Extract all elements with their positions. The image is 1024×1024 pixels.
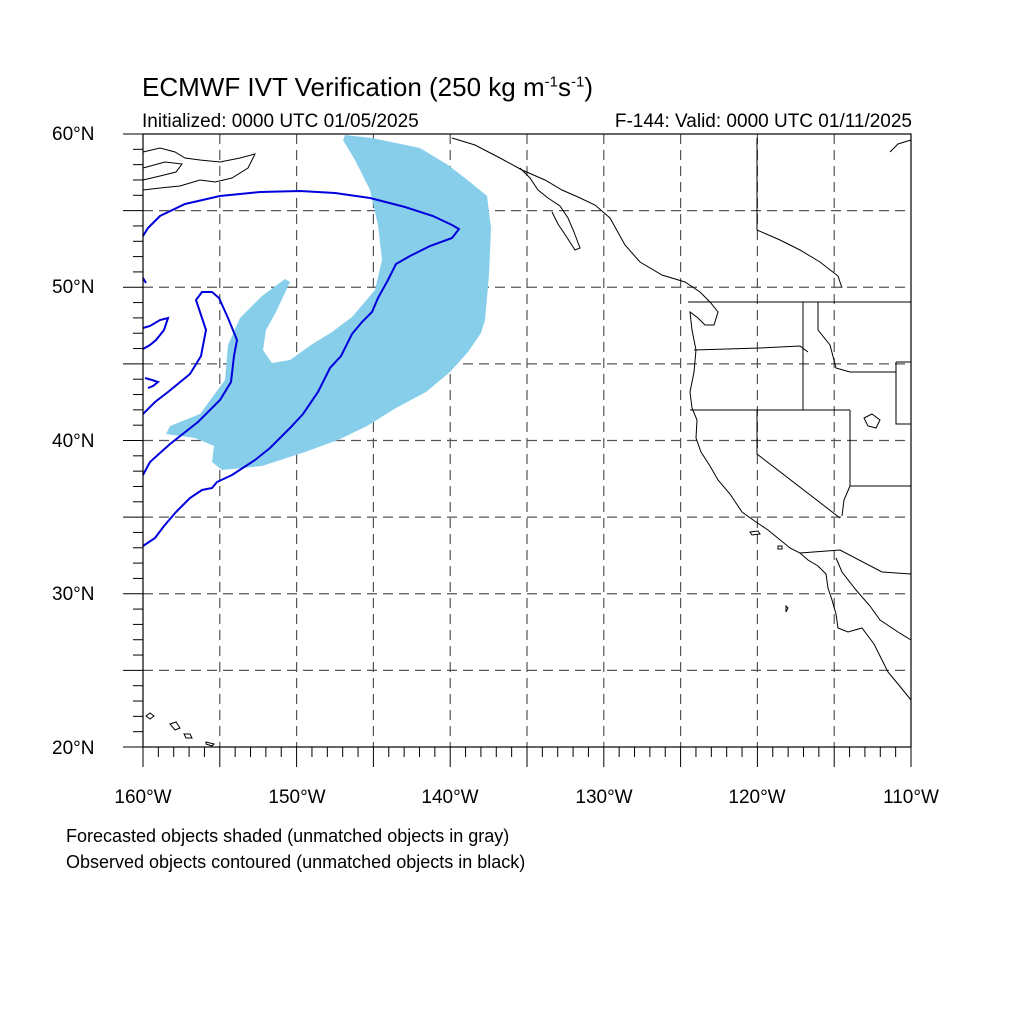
nevada-border [756, 410, 841, 519]
nevada-arizona-border [841, 485, 851, 517]
axis-ticks [123, 133, 912, 767]
observed-contours [142, 189, 461, 547]
initialized-label: Initialized: 0000 UTC 01/05/2025 [142, 111, 419, 132]
lon-label-160w: 160°W [114, 787, 172, 808]
legend-forecast-note: Forecasted objects shaded (unmatched obj… [66, 826, 510, 846]
lat-label-50: 50°N [52, 277, 95, 298]
map-frame [142, 133, 912, 748]
mexico-border [799, 549, 912, 575]
hawaii-islands [145, 712, 215, 747]
political-borders [688, 138, 912, 575]
lat-label-40: 40°N [52, 431, 95, 452]
legend-observed-note: Observed objects contoured (unmatched ob… [66, 852, 526, 872]
lon-label-150w: 150°W [268, 787, 326, 808]
great-salt-lake [863, 413, 881, 429]
idaho-montana-border [817, 302, 896, 373]
coastlines [142, 137, 912, 747]
map-title: ECMWF IVT Verification (250 kg m-1s-1) [142, 72, 593, 102]
observed-contour-west [142, 291, 239, 476]
bc-islands-coastline [519, 167, 581, 251]
channel-islands [749, 530, 789, 613]
observed-contour-small-1 [142, 316, 170, 350]
observed-contour-main [142, 189, 461, 547]
observed-contour-small-2 [144, 377, 161, 389]
north-america-coastline [451, 137, 912, 701]
lat-label-60: 60°N [52, 124, 95, 145]
lon-label-130w: 130°W [575, 787, 633, 808]
oregon-border [693, 345, 809, 353]
lon-label-140w: 140°W [421, 787, 479, 808]
canada-interior-line [756, 138, 843, 289]
valid-label: F-144: Valid: 0000 UTC 01/11/2025 [614, 111, 912, 132]
lat-label-30: 30°N [52, 584, 95, 605]
forecast-object-shaded [166, 135, 491, 470]
alaska-coastline [142, 147, 256, 191]
hudson-coast-top [889, 139, 912, 153]
utah-arizona-border [849, 410, 911, 487]
montana-wyoming-border [895, 361, 911, 425]
lon-label-110w: 110°W [883, 787, 939, 808]
baja-coastline-east [835, 557, 912, 641]
alaska-peninsula-coastline [142, 161, 183, 181]
lat-label-20: 20°N [52, 738, 95, 759]
lon-label-120w: 120°W [728, 787, 786, 808]
